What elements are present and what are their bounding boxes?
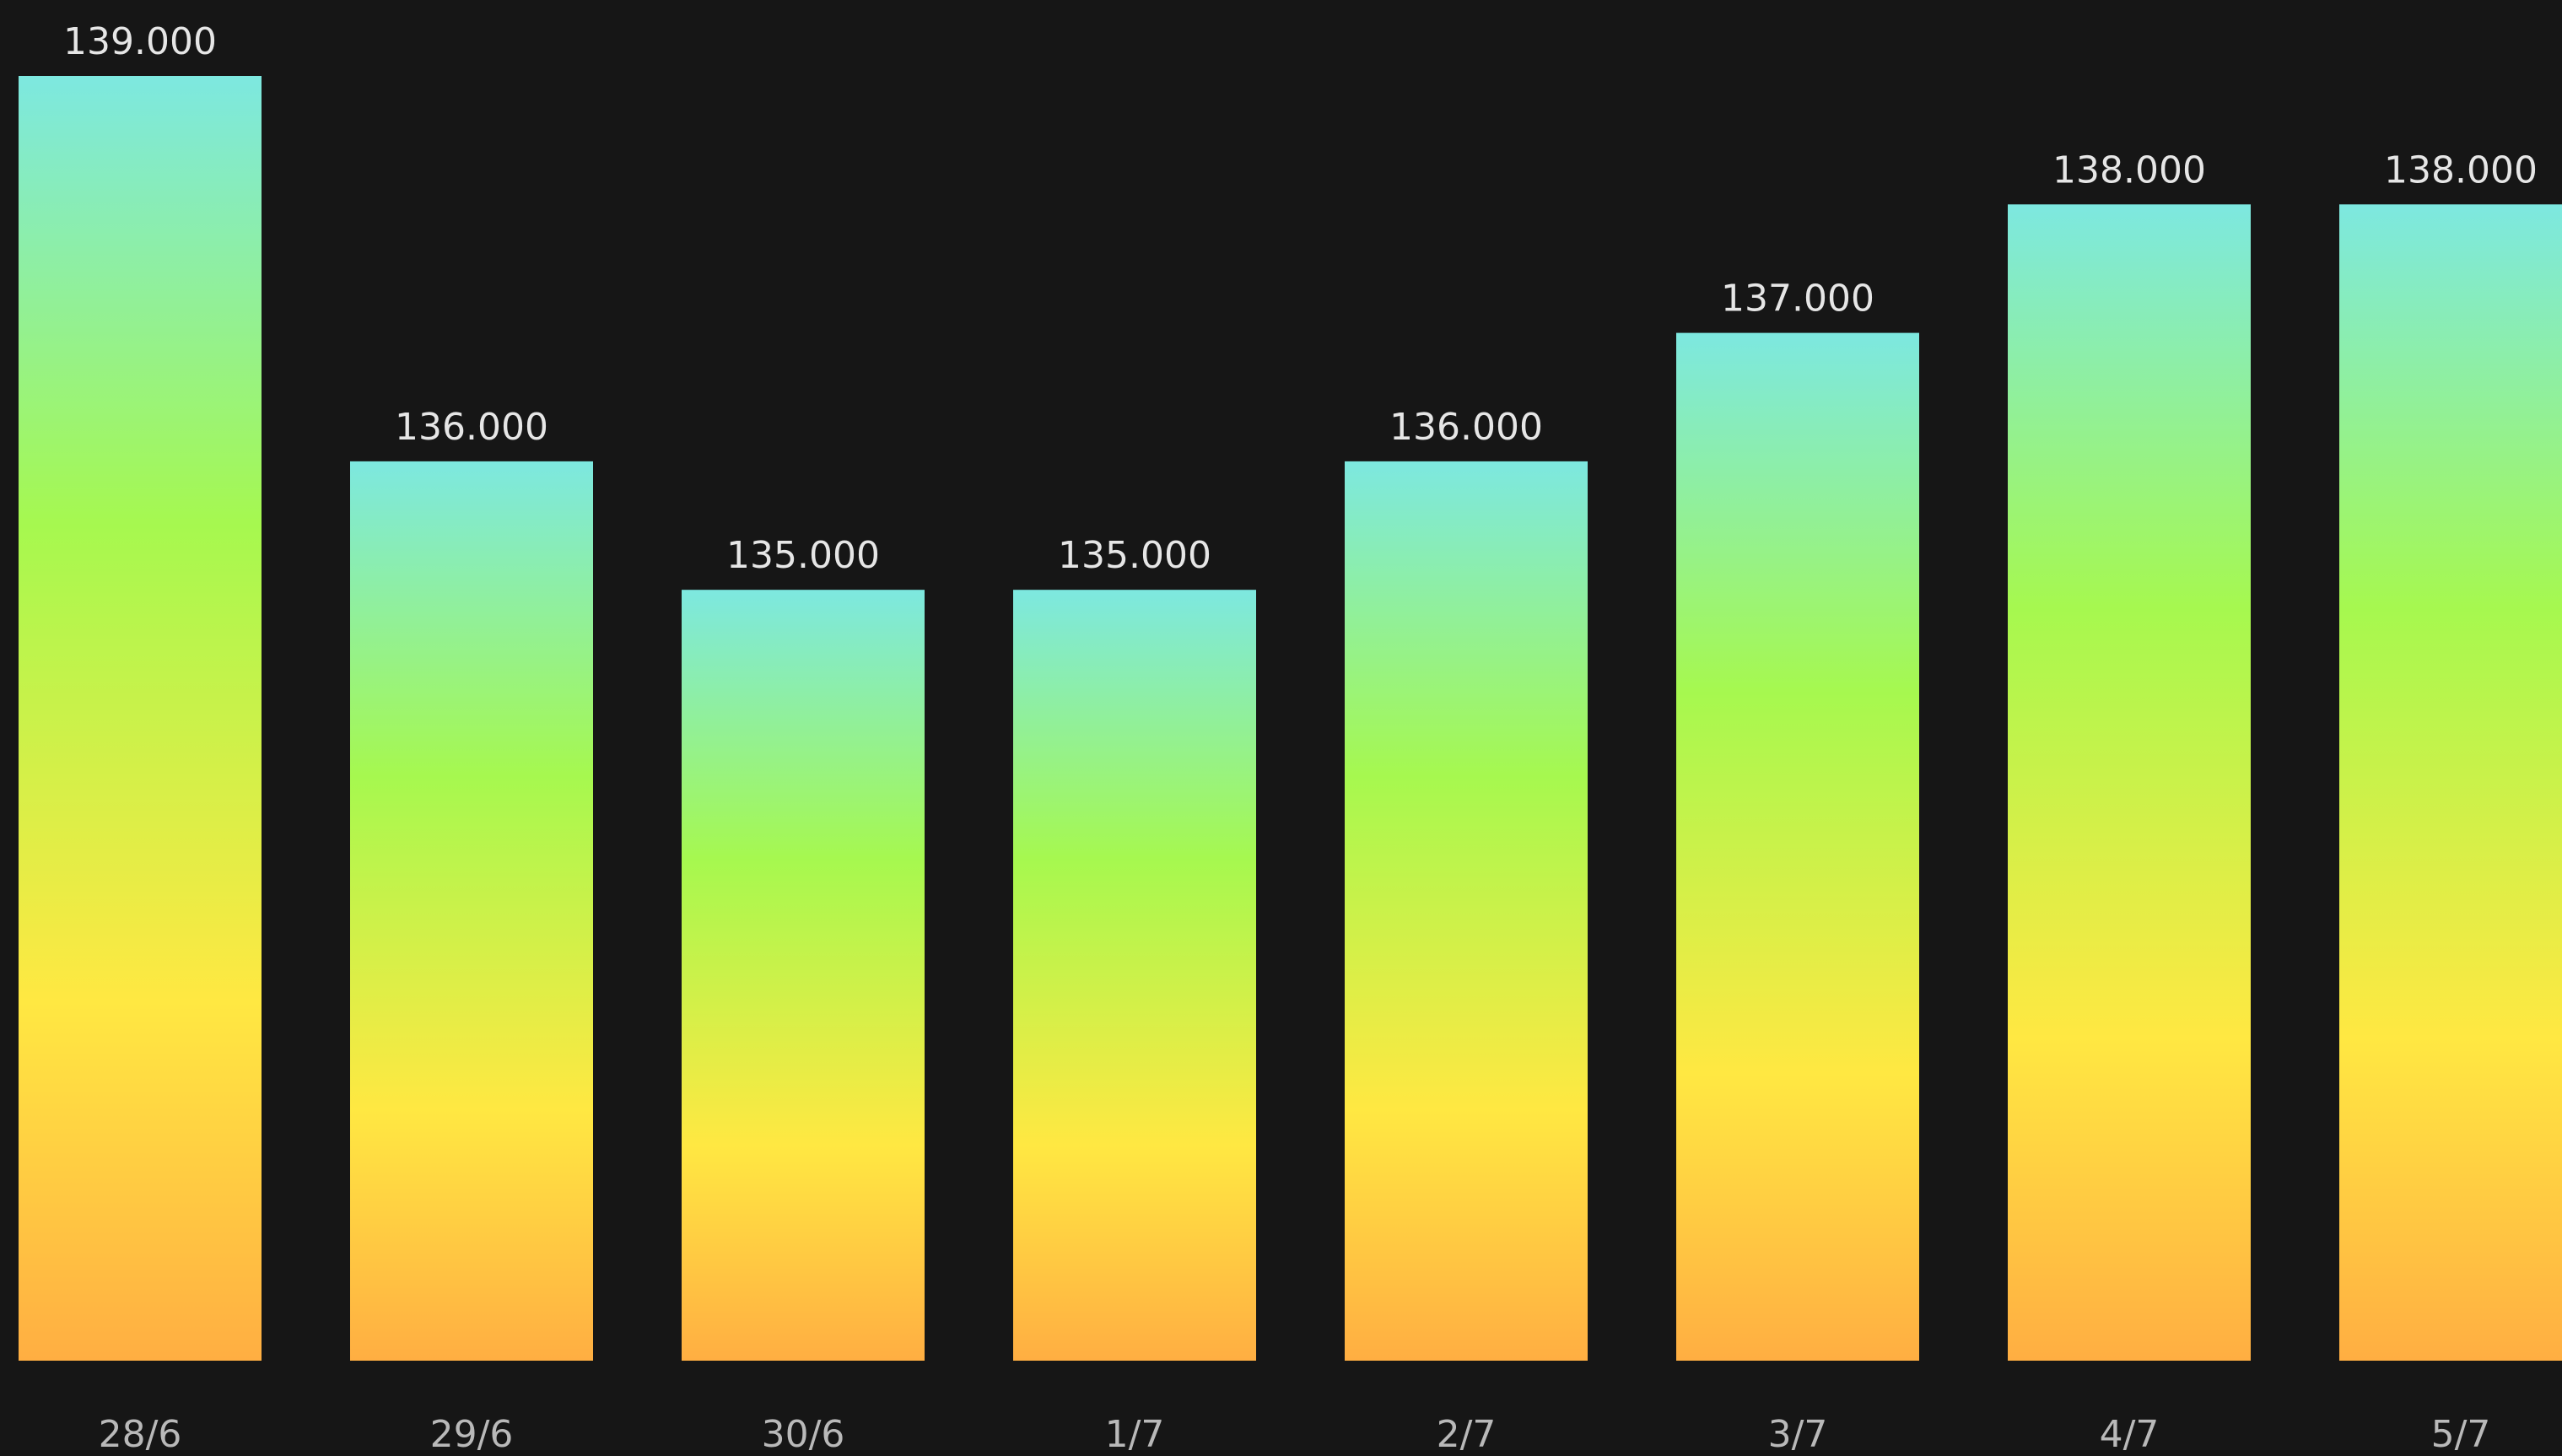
x-tick-label-5-7: 5/7 [2431,1413,2491,1456]
x-axis-tick-labels: 28/6 29/6 30/6 1/7 2/7 3/7 4/7 5/7 [99,1413,2491,1456]
x-tick-label-2-7: 2/7 [1437,1413,1497,1456]
value-label-28-6: 139.000 [63,20,217,63]
x-tick-label-29-6: 29/6 [430,1413,514,1456]
value-label-5-7: 138.000 [2384,148,2538,191]
value-label-1-7: 135.000 [1058,534,1211,577]
value-label-30-6: 135.000 [726,534,880,577]
value-label-29-6: 136.000 [395,406,548,449]
bar-5-7 [2339,204,2562,1361]
value-labels-layer: 139.000 136.000 135.000 135.000 136.000 137.0… [63,20,2538,577]
value-label-2-7: 136.000 [1389,406,1543,449]
bar-30-6 [682,590,925,1361]
bar-1-7 [1013,590,1256,1361]
bar-2-7 [1345,461,1588,1361]
bar-29-6 [350,461,593,1361]
x-tick-label-3-7: 3/7 [1768,1413,1828,1456]
value-label-3-7: 137.000 [1721,278,1874,321]
value-label-4-7: 138.000 [2052,148,2206,191]
bar-4-7 [2008,204,2251,1361]
x-tick-label-4-7: 4/7 [2100,1413,2160,1456]
x-tick-label-28-6: 28/6 [99,1413,182,1456]
bars-layer [19,76,2562,1362]
x-tick-label-30-6: 30/6 [762,1413,845,1456]
x-tick-label-1-7: 1/7 [1105,1413,1165,1456]
bar-28-6 [19,76,262,1361]
bar-3-7 [1676,332,1919,1362]
